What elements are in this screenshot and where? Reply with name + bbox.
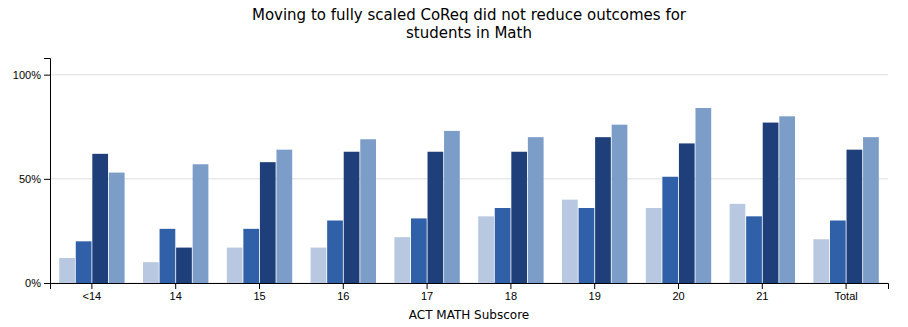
x-tick-mark <box>259 283 260 289</box>
bar <box>495 208 511 283</box>
bars <box>59 108 879 283</box>
y-tick: 100% <box>13 69 50 81</box>
x-tick-label: 17 <box>421 290 433 302</box>
x-tick: 21 <box>756 283 768 302</box>
bar <box>863 137 879 283</box>
bar <box>763 123 779 283</box>
x-tick-label: 18 <box>505 290 517 302</box>
bar <box>779 116 795 283</box>
bar <box>260 162 276 283</box>
series <box>76 177 846 283</box>
x-tick: 16 <box>337 283 349 302</box>
x-axis-line <box>51 284 889 290</box>
bar <box>579 208 595 283</box>
bar <box>478 216 494 283</box>
bar <box>76 241 92 283</box>
bar <box>411 218 427 283</box>
bar <box>511 152 527 283</box>
x-tick-label: 21 <box>756 290 768 302</box>
bar <box>176 248 192 283</box>
bar <box>646 208 662 283</box>
y-tick-mark <box>44 179 50 180</box>
bar <box>160 229 176 283</box>
x-tick-label: 20 <box>672 290 684 302</box>
y-tick: 0% <box>25 277 50 289</box>
x-tick-mark <box>343 283 344 289</box>
x-tick: 14 <box>170 283 182 302</box>
bar <box>360 139 376 283</box>
x-tick: 15 <box>253 283 265 302</box>
bar <box>243 229 259 283</box>
x-tick-mark <box>594 283 595 289</box>
y-tick-label: 50% <box>19 173 41 185</box>
series <box>109 108 879 283</box>
x-tick-mark <box>846 283 847 289</box>
bar <box>662 177 678 283</box>
title-line: Moving to fully scaled CoReq did not red… <box>252 6 687 24</box>
title: Moving to fully scaled CoReq did not red… <box>252 6 687 42</box>
grid-line <box>50 74 888 75</box>
bar <box>562 200 578 283</box>
bar <box>344 152 360 283</box>
bar <box>444 131 460 283</box>
plot: <14 14 15 16 17 18 19 20 21 Total 0% 50% 100% <box>13 59 889 302</box>
chart: <14 14 15 16 17 18 19 20 21 Total 0% 50% 100% ACT MAT… <box>0 0 908 327</box>
bar <box>813 239 829 283</box>
x-tick-label: 16 <box>337 290 349 302</box>
y-tick-label: 100% <box>13 69 41 81</box>
bar <box>695 108 711 283</box>
grid-line <box>50 178 888 179</box>
bar <box>276 150 292 283</box>
x-tick: 19 <box>589 283 601 302</box>
y-tick-label: 0% <box>25 277 41 289</box>
x-axis-title: ACT MATH Subscore <box>409 308 529 322</box>
bar <box>847 150 863 283</box>
y-axis-line <box>44 59 51 284</box>
y-tick: 50% <box>19 173 50 185</box>
x-tick: <14 <box>83 283 102 302</box>
y-tick-mark <box>44 283 50 284</box>
x-tick: 18 <box>505 283 517 302</box>
y-axis: 0% 50% 100% <box>13 59 51 290</box>
x-tick-label: 14 <box>170 290 182 302</box>
x-tick-label: 19 <box>589 290 601 302</box>
bar <box>612 125 628 283</box>
x-tick: 17 <box>421 283 433 302</box>
x-tick-mark <box>91 283 92 289</box>
bar <box>109 173 125 283</box>
x-tick: Total <box>834 283 857 302</box>
bar <box>227 248 243 283</box>
x-tick-mark <box>175 283 176 289</box>
x-tick-mark <box>762 283 763 289</box>
title-line: students in Math <box>406 24 532 42</box>
bar <box>59 258 75 283</box>
x-axis: <14 14 15 16 17 18 19 20 21 Total <box>51 283 889 302</box>
bar <box>679 143 695 283</box>
x-tick-label: <14 <box>83 290 102 302</box>
x-tick-mark <box>427 283 428 289</box>
bar <box>193 164 209 283</box>
x-tick-mark <box>510 283 511 289</box>
x-tick: 20 <box>672 283 684 302</box>
bar <box>595 137 611 283</box>
bar <box>428 152 444 283</box>
x-tick-mark <box>678 283 679 289</box>
x-tick-label: 15 <box>253 290 265 302</box>
bar <box>730 204 746 283</box>
bar <box>143 262 159 283</box>
grid <box>50 75 888 283</box>
bar <box>311 248 327 283</box>
bar <box>327 221 343 284</box>
bar <box>746 216 762 283</box>
bar <box>92 154 108 283</box>
series <box>92 123 862 283</box>
y-tick-mark <box>44 75 50 76</box>
bar <box>830 221 846 284</box>
bar <box>394 237 410 283</box>
x-tick-label: Total <box>834 290 857 302</box>
bar <box>528 137 544 283</box>
